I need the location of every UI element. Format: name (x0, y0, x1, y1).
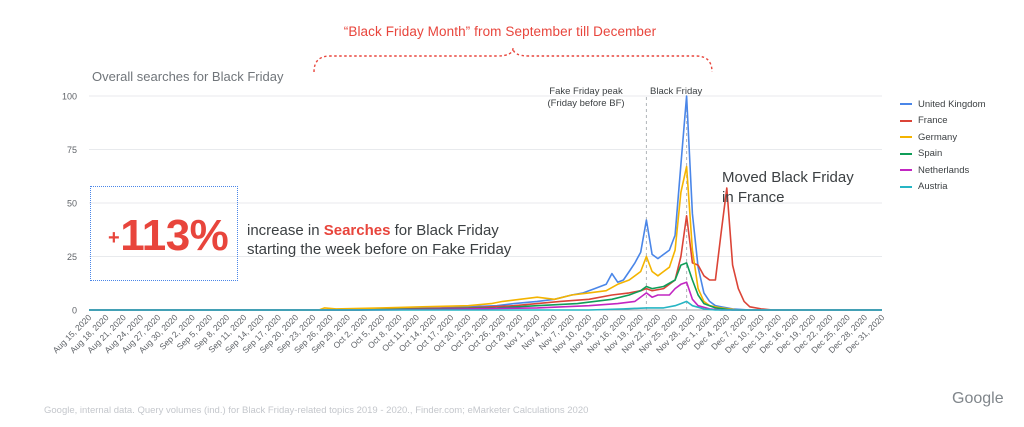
legend-item: Spain (900, 146, 986, 163)
y-tick-label: 75 (67, 145, 77, 155)
series-line-austria (89, 300, 882, 311)
legend-label: Spain (918, 148, 943, 160)
legend-item: France (900, 113, 986, 130)
fake-friday-annotation: Fake Friday peak (Friday before BF) (540, 86, 632, 110)
y-tick-label: 0 (72, 306, 77, 316)
source-footnote: Google, internal data. Query volumes (in… (44, 405, 589, 416)
series-line-germany (89, 165, 882, 311)
moved-annotation-line2: in France (722, 189, 785, 206)
legend-swatch (900, 119, 912, 122)
legend-swatch (900, 103, 912, 106)
increase-percent: 113% (120, 211, 229, 260)
google-logo: Google (952, 390, 1004, 407)
fake-friday-line2: (Friday before BF) (547, 98, 625, 109)
increase-description: increase in Searches for Black Friday st… (247, 221, 537, 259)
legend-label: United Kingdom (918, 98, 986, 110)
chart-legend: United Kingdom France Germany Spain Netherla… (900, 96, 986, 195)
series-line-spain (89, 262, 882, 311)
moved-annotation-line1: Moved Black Friday (722, 169, 854, 186)
bracket-path (313, 47, 713, 73)
legend-swatch (900, 152, 912, 155)
series-line-united-kingdom (89, 95, 882, 311)
y-tick-label: 100 (62, 92, 77, 102)
series-lines (89, 95, 882, 311)
searches-highlight: Searches (323, 222, 391, 239)
legend-item: Netherlands (900, 162, 986, 179)
legend-label: France (918, 115, 948, 127)
series-line-netherlands (89, 281, 882, 311)
black-friday-month-banner: “Black Friday Month” from September till… (343, 24, 657, 39)
legend-item: United Kingdom (900, 96, 986, 113)
legend-label: Germany (918, 131, 958, 143)
fake-friday-line1: Fake Friday peak (549, 86, 623, 97)
y-axis-tick-labels: 0 25 50 75 100 (62, 92, 77, 316)
y-tick-label: 25 (67, 252, 77, 262)
legend-swatch (900, 169, 912, 172)
legend-swatch (900, 136, 912, 139)
plus-sign: + (108, 227, 120, 250)
increase-text-post: for Black Friday (390, 222, 499, 239)
legend-label: Netherlands (918, 164, 970, 176)
y-tick-label: 50 (67, 199, 77, 209)
increase-stat: +113% (108, 210, 229, 264)
stat-highlight-box (90, 186, 238, 281)
increase-text-line2: starting the week before on Fake Friday (247, 241, 512, 258)
increase-text-pre: increase in (247, 222, 324, 239)
legend-item: Germany (900, 129, 986, 146)
black-friday-annotation: Black Friday (650, 86, 703, 97)
legend-label: Austria (918, 181, 948, 193)
legend-item: Austria (900, 179, 986, 196)
chart-title: Overall searches for Black Friday (92, 69, 284, 84)
black-friday-month-bracket (313, 47, 713, 73)
legend-swatch (900, 185, 912, 188)
series-line-france (89, 187, 882, 311)
moved-black-friday-annotation: Moved Black Friday in France (722, 168, 854, 208)
